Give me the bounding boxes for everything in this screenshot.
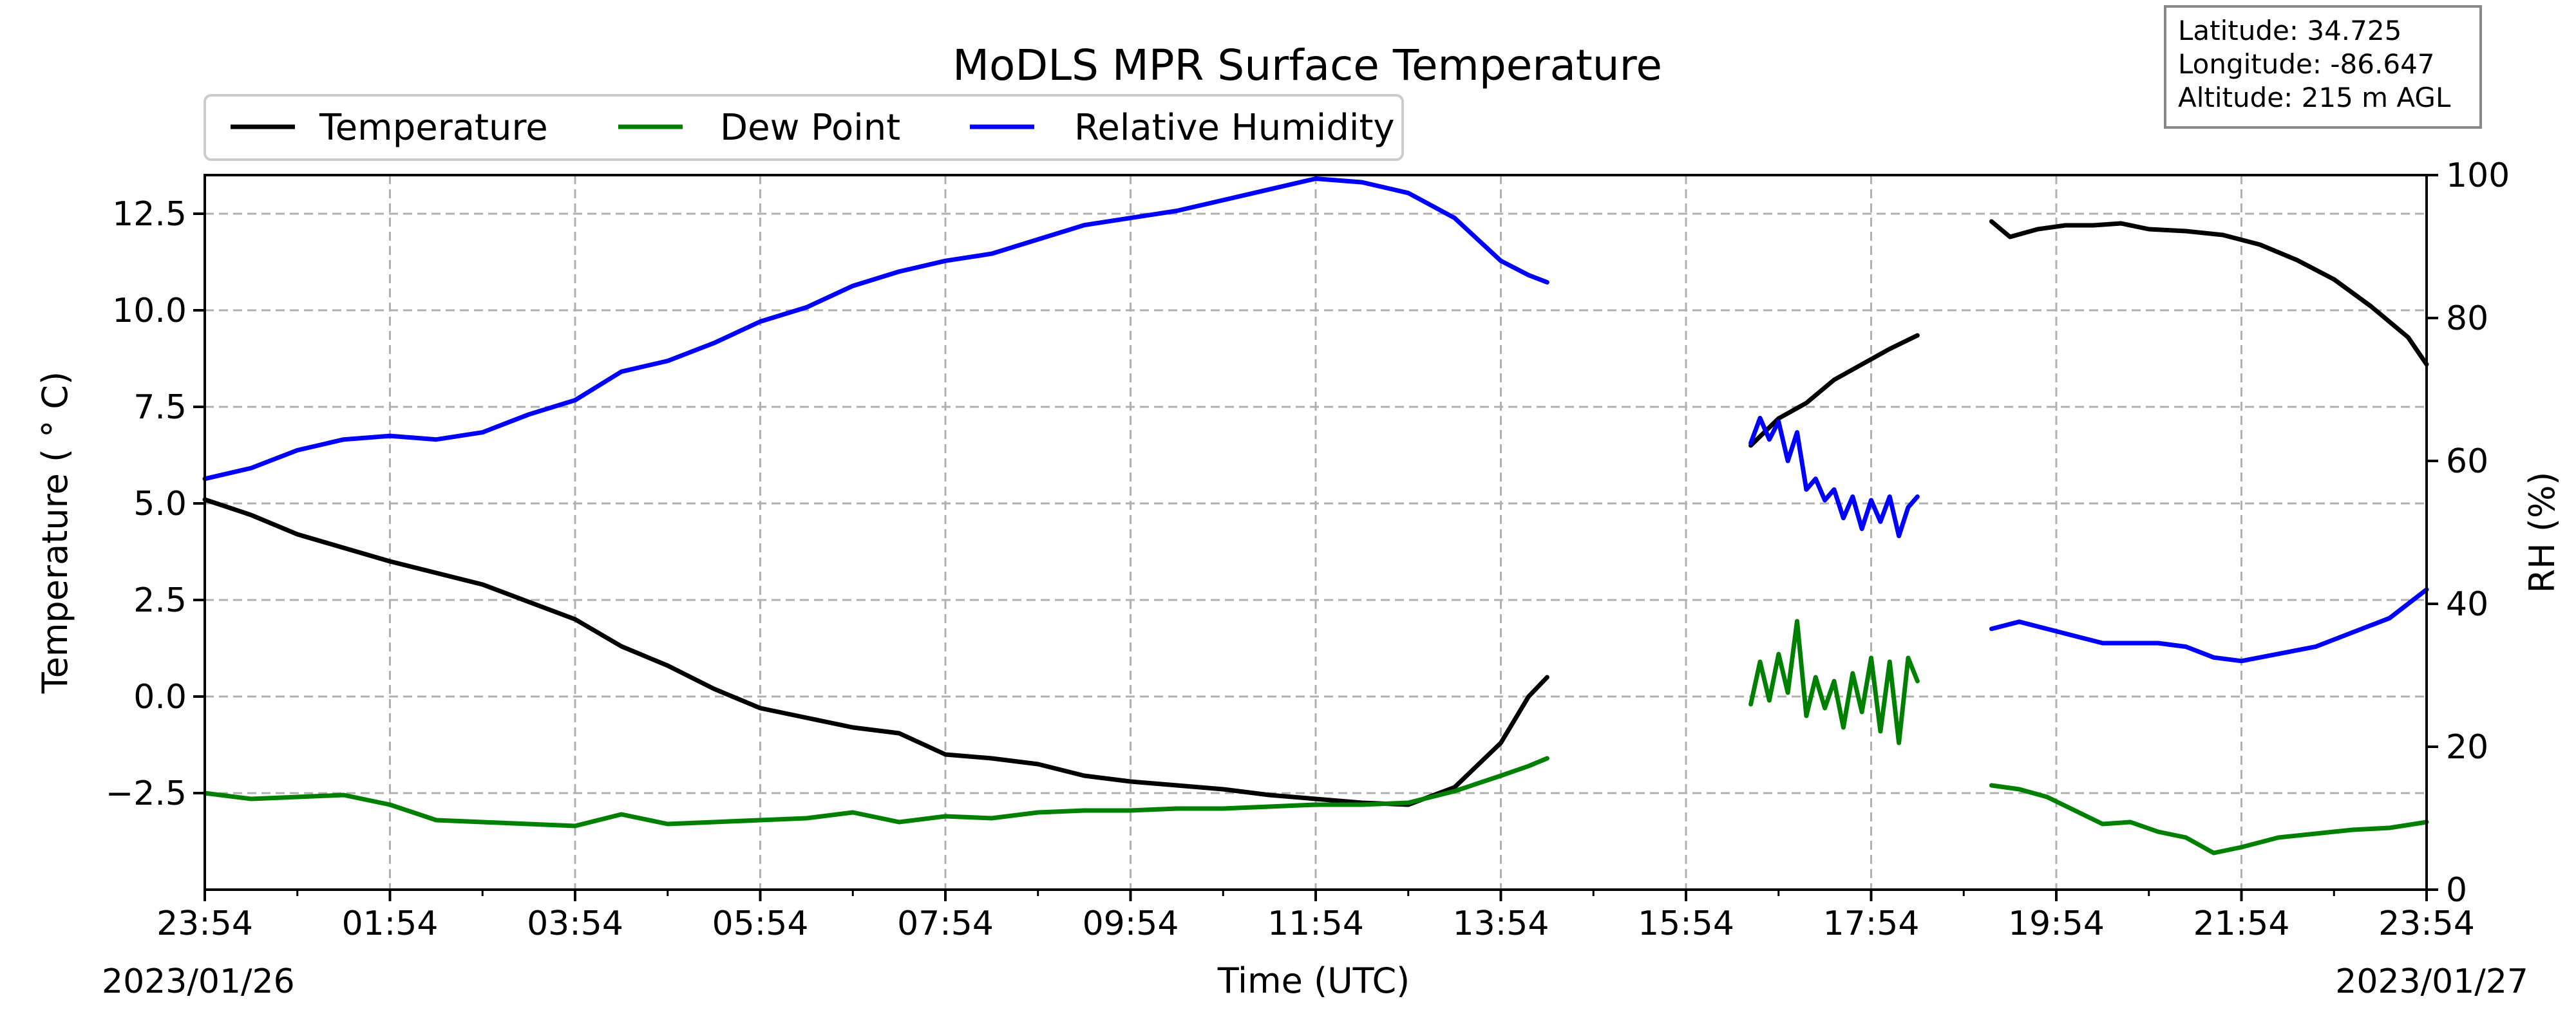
x-tick-label: 23:54 [2378, 904, 2475, 943]
info-longitude: Longitude: -86.647 [2178, 48, 2435, 80]
x-tick-label: 05:54 [712, 904, 809, 943]
legend-label-temperature: Temperature [319, 107, 548, 149]
y-tick-label: 2.5 [133, 581, 187, 620]
x-axis-title: Time (UTC) [1217, 960, 1410, 1001]
y-tick-label: −2.5 [106, 774, 187, 813]
x-tick-label: 01:54 [342, 904, 439, 943]
series-line-relative-humidity [202, 176, 1549, 482]
info-altitude: Altitude: 215 m AGL [2178, 82, 2451, 113]
series-line-temperature [1748, 333, 1920, 448]
info-latitude: Latitude: 34.725 [2178, 15, 2401, 46]
series-line-relative-humidity [1989, 587, 2429, 664]
y2-tick-label: 0 [2446, 871, 2467, 910]
series-line-dew-point [202, 756, 1549, 829]
x-tick-label: 09:54 [1083, 904, 1179, 943]
y-tick-label: 0.0 [133, 678, 187, 716]
y2-tick-label: 100 [2446, 156, 2510, 195]
series-line-relative-humidity [1748, 415, 1920, 538]
info-box: Latitude: 34.725 Longitude: -86.647 Alti… [2164, 5, 2482, 129]
y2-axis-title: RH (%) [2522, 472, 2562, 594]
y2-tick-label: 60 [2446, 442, 2488, 481]
y-tick-label: 5.0 [133, 485, 187, 523]
x-tick-label: 21:54 [2193, 904, 2290, 943]
x-tick-label: 13:54 [1453, 904, 1549, 943]
y2-tick-label: 20 [2446, 728, 2488, 767]
x-tick-label: 15:54 [1638, 904, 1734, 943]
series-lines [202, 176, 2429, 856]
series-line-temperature [202, 497, 1549, 807]
date-start-label: 2023/01/26 [102, 962, 295, 1001]
x-tick-label: 03:54 [527, 904, 623, 943]
date-end-label: 2023/01/27 [2335, 962, 2528, 1001]
y2-tick-label: 80 [2446, 299, 2488, 338]
legend: Temperature Dew Point Relative Humidity [204, 94, 1404, 161]
legend-label-relative-humidity: Relative Humidity [1074, 107, 1395, 149]
x-tick-label: 19:54 [2008, 904, 2105, 943]
series-line-temperature [1989, 219, 2429, 367]
x-tick-label: 17:54 [1823, 904, 1920, 943]
y-tick-label: 12.5 [112, 195, 187, 234]
series-line-dew-point [1989, 783, 2429, 856]
x-tick-label: 23:54 [156, 904, 253, 943]
y-tick-label: 7.5 [133, 388, 187, 427]
x-tick-label: 07:54 [897, 904, 994, 943]
y-axis-title: Temperature ( ° C) [35, 371, 75, 694]
grid [205, 175, 2427, 890]
legend-label-dew-point: Dew Point [720, 107, 900, 149]
x-tick-label: 11:54 [1267, 904, 1364, 943]
y-tick-label: 10.0 [112, 292, 187, 330]
series-line-dew-point [1748, 619, 1920, 745]
axis-ticks: 23:54 01:54 03:54 05:54 07:54 09:54 11:54 13:54… [106, 156, 2510, 943]
chart-title: MoDLS MPR Surface Temperature [952, 41, 1662, 90]
y2-tick-label: 40 [2446, 585, 2488, 624]
